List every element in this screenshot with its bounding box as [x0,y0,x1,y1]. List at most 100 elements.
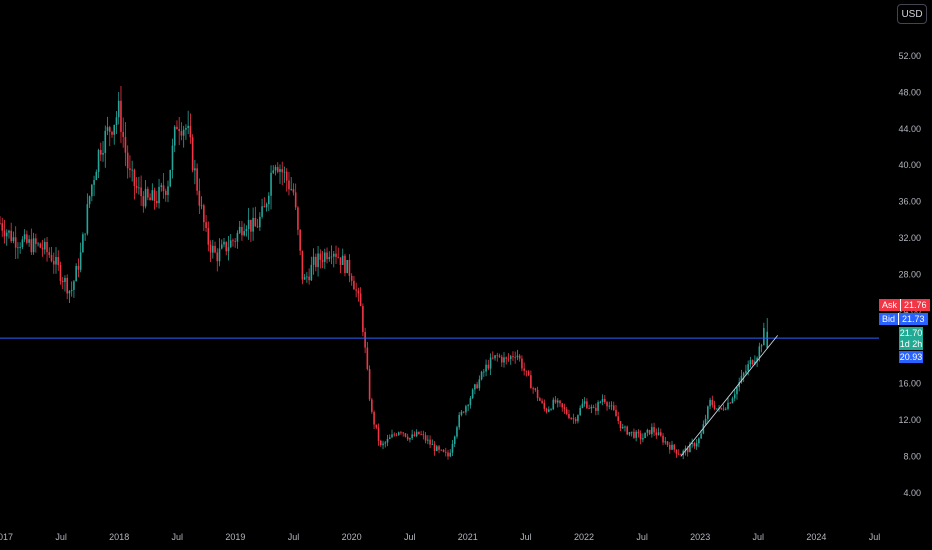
candle-body [550,409,552,410]
candle-body [563,407,566,410]
candle-body [680,454,682,456]
candle-body [61,280,64,282]
candle-body [577,415,579,422]
candle-body [243,231,245,236]
candle-body [521,358,523,369]
candle-body [256,226,259,228]
y-tick-label: 16.00 [898,379,921,389]
candle-body [686,448,689,453]
candle-body [346,259,348,274]
candle-body [433,444,436,452]
candle-body [93,180,95,185]
candle-body [453,436,456,444]
candle-body [133,169,136,186]
candle-body [46,241,48,253]
candle-body [707,406,709,419]
candle-body [357,290,360,294]
candle-body [52,260,55,265]
candle-body [140,187,142,197]
y-tick-label: 36.00 [898,197,921,207]
trend-line[interactable] [680,335,779,457]
candle-body [377,427,380,441]
candle-body [126,152,129,169]
countdown-label: 1d 2h [899,338,923,350]
candle-body [722,408,725,410]
candle-body [321,259,324,262]
candle-body [590,406,593,409]
candle-body [766,331,769,349]
candle-body [108,127,111,132]
candle-body [207,227,210,245]
candle-body [91,184,93,197]
candle-body [534,388,537,391]
candle-body [487,364,490,369]
candle-body [205,222,207,228]
candle-body [559,400,561,404]
candle-body [366,347,369,370]
candle-body [303,277,306,280]
candle-body [160,185,163,187]
candle-body [216,252,219,262]
candle-body [704,418,707,425]
candle-body [3,230,6,237]
candle-body [149,197,151,201]
candle-body [214,245,216,253]
candle-body [388,437,391,439]
candle-body [35,238,37,244]
candle-body [628,432,631,435]
candle-body [720,407,723,409]
candle-body [400,432,402,434]
candle-body [292,189,295,193]
candle-body [579,407,581,416]
candle-body [536,390,539,399]
candle-body [176,126,178,130]
candle-body [86,204,89,234]
candle-body [604,399,606,403]
candle-body [200,205,203,207]
candle-body [467,405,469,407]
candle-body [41,247,44,250]
candle-body [12,237,15,242]
candle-body [673,444,676,450]
x-tick-label: 2021 [458,532,478,542]
candle-body [373,411,375,425]
candle-body [44,241,46,250]
candle-body [10,230,12,242]
candle-body [657,432,660,436]
candle-body [375,424,378,428]
candle-body [478,379,481,389]
candle-body [727,402,729,409]
candle-body [496,355,499,357]
candle-body [671,444,673,450]
candle-body [754,361,756,365]
candle-body [162,185,165,191]
candle-body [337,256,340,258]
candle-body [66,277,68,294]
candle-body [617,416,620,421]
ask-value: 21.76 [901,299,930,311]
candle-body [355,289,357,291]
candle-body [50,255,53,261]
candle-body [662,435,664,443]
x-tick-label: Jul [520,532,532,542]
candle-body [469,398,472,406]
candle-body [232,240,234,242]
candle-body [418,431,420,435]
candle-body [384,442,387,444]
candle-body [227,247,230,252]
candle-body [637,431,640,434]
candle-body [218,248,221,262]
ask-tag: Ask 21.76 [879,299,930,311]
candle-body [745,370,747,374]
candle-body [301,250,304,280]
x-tick-label: Jul [869,532,881,542]
candle-body [436,446,438,452]
candle-body [88,196,91,205]
candle-body [353,280,355,290]
candle-body [386,438,389,443]
candle-body [229,240,232,248]
currency-button[interactable]: USD [897,4,927,24]
bid-label: Bid [879,313,900,325]
candle-body [742,373,745,376]
